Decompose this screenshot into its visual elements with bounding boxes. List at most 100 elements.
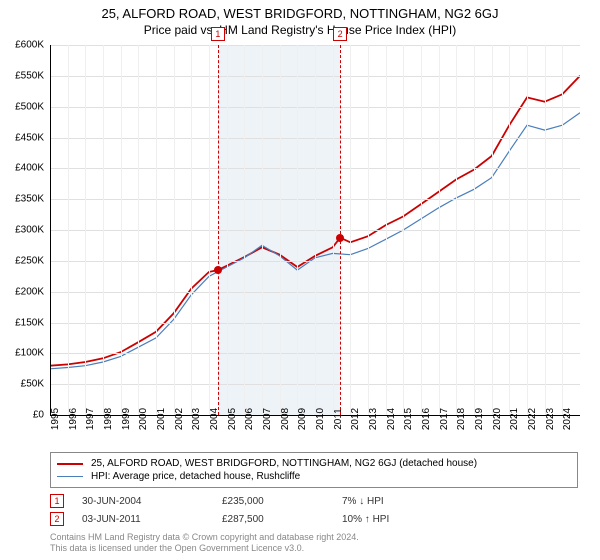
legend-label: HPI: Average price, detached house, Rush… (91, 471, 300, 482)
xtick-label: 2013 (368, 408, 379, 430)
axis-left (50, 45, 51, 415)
sale-marker-box: 1 (211, 27, 225, 41)
gridline-v (350, 45, 351, 415)
gridline-v (244, 45, 245, 415)
xtick-label: 2009 (297, 408, 308, 430)
xtick-label: 2015 (403, 408, 414, 430)
sales-diff: 7% ↓ HPI (342, 496, 432, 507)
sales-marker-box: 2 (50, 512, 64, 526)
xtick-label: 2008 (280, 408, 291, 430)
xtick-label: 1996 (68, 408, 79, 430)
gridline-v (209, 45, 210, 415)
gridline-v (227, 45, 228, 415)
xtick-label: 2014 (386, 408, 397, 430)
xtick-label: 2024 (562, 408, 573, 430)
ytick-label: £550K (0, 70, 44, 81)
gridline-v (474, 45, 475, 415)
legend-swatch (57, 463, 83, 465)
gridline-v (174, 45, 175, 415)
ytick-label: £450K (0, 132, 44, 143)
sales-price: £287,500 (222, 514, 342, 525)
gridline-v (492, 45, 493, 415)
sale-vline (218, 45, 219, 415)
gridline-v (138, 45, 139, 415)
xtick-label: 2007 (262, 408, 273, 430)
footer-attribution: Contains HM Land Registry data © Crown c… (50, 532, 359, 555)
legend-swatch (57, 476, 83, 477)
footer-line1: Contains HM Land Registry data © Crown c… (50, 532, 359, 543)
gridline-v (562, 45, 563, 415)
xtick-label: 2011 (333, 408, 344, 430)
sales-row: 2 03-JUN-2011£287,50010% ↑ HPI (50, 510, 432, 528)
chart-area: £0£50K£100K£150K£200K£250K£300K£350K£400… (50, 45, 580, 415)
gridline-v (439, 45, 440, 415)
xtick-label: 2019 (474, 408, 485, 430)
gridline-v (191, 45, 192, 415)
gridline-v (262, 45, 263, 415)
footer-line2: This data is licensed under the Open Gov… (50, 543, 359, 554)
xtick-label: 2020 (492, 408, 503, 430)
ytick-label: £350K (0, 194, 44, 205)
sales-price: £235,000 (222, 496, 342, 507)
gridline-v (103, 45, 104, 415)
ytick-label: £100K (0, 348, 44, 359)
ytick-label: £500K (0, 101, 44, 112)
gridline-v (545, 45, 546, 415)
gridline-v (368, 45, 369, 415)
gridline-v (421, 45, 422, 415)
xtick-label: 1997 (85, 408, 96, 430)
ytick-label: £50K (0, 379, 44, 390)
gridline-v (527, 45, 528, 415)
gridline-v (85, 45, 86, 415)
xtick-label: 2017 (439, 408, 450, 430)
xtick-label: 2016 (421, 408, 432, 430)
sales-date: 03-JUN-2011 (82, 514, 222, 525)
sale-marker-box: 2 (333, 27, 347, 41)
xtick-label: 2023 (545, 408, 556, 430)
xtick-label: 1999 (121, 408, 132, 430)
gridline-v (333, 45, 334, 415)
sales-table: 1 30-JUN-2004£235,0007% ↓ HPI 2 03-JUN-2011… (50, 492, 432, 528)
xtick-label: 2005 (227, 408, 238, 430)
sales-row: 1 30-JUN-2004£235,0007% ↓ HPI (50, 492, 432, 510)
xtick-label: 2001 (156, 408, 167, 430)
sales-date: 30-JUN-2004 (82, 496, 222, 507)
xtick-label: 2010 (315, 408, 326, 430)
xtick-label: 1998 (103, 408, 114, 430)
ytick-label: £300K (0, 225, 44, 236)
ytick-label: £0 (0, 410, 44, 421)
ytick-label: £200K (0, 286, 44, 297)
plot-region: £0£50K£100K£150K£200K£250K£300K£350K£400… (50, 45, 580, 415)
gridline-v (297, 45, 298, 415)
legend: 25, ALFORD ROAD, WEST BRIDGFORD, NOTTING… (50, 452, 578, 488)
legend-item: 25, ALFORD ROAD, WEST BRIDGFORD, NOTTING… (57, 457, 571, 470)
ytick-label: £400K (0, 163, 44, 174)
sale-dot (214, 266, 222, 274)
chart-container: 25, ALFORD ROAD, WEST BRIDGFORD, NOTTING… (0, 0, 600, 560)
xtick-label: 2003 (191, 408, 202, 430)
sale-dot (336, 234, 344, 242)
sales-marker-box: 1 (50, 494, 64, 508)
xtick-label: 2002 (174, 408, 185, 430)
legend-item: HPI: Average price, detached house, Rush… (57, 470, 571, 483)
gridline-v (386, 45, 387, 415)
legend-label: 25, ALFORD ROAD, WEST BRIDGFORD, NOTTING… (91, 458, 477, 469)
chart-title: 25, ALFORD ROAD, WEST BRIDGFORD, NOTTING… (0, 0, 600, 21)
gridline-v (315, 45, 316, 415)
sales-diff: 10% ↑ HPI (342, 514, 432, 525)
chart-subtitle: Price paid vs. HM Land Registry's House … (0, 21, 600, 43)
gridline-v (121, 45, 122, 415)
gridline-v (456, 45, 457, 415)
xtick-label: 2012 (350, 408, 361, 430)
xtick-label: 2006 (244, 408, 255, 430)
xtick-label: 2000 (138, 408, 149, 430)
xtick-label: 2022 (527, 408, 538, 430)
xtick-label: 2018 (456, 408, 467, 430)
gridline-v (280, 45, 281, 415)
xtick-label: 2021 (509, 408, 520, 430)
xtick-label: 1995 (50, 408, 61, 430)
gridline-v (509, 45, 510, 415)
ytick-label: £150K (0, 317, 44, 328)
ytick-label: £250K (0, 255, 44, 266)
sale-vline (340, 45, 341, 415)
